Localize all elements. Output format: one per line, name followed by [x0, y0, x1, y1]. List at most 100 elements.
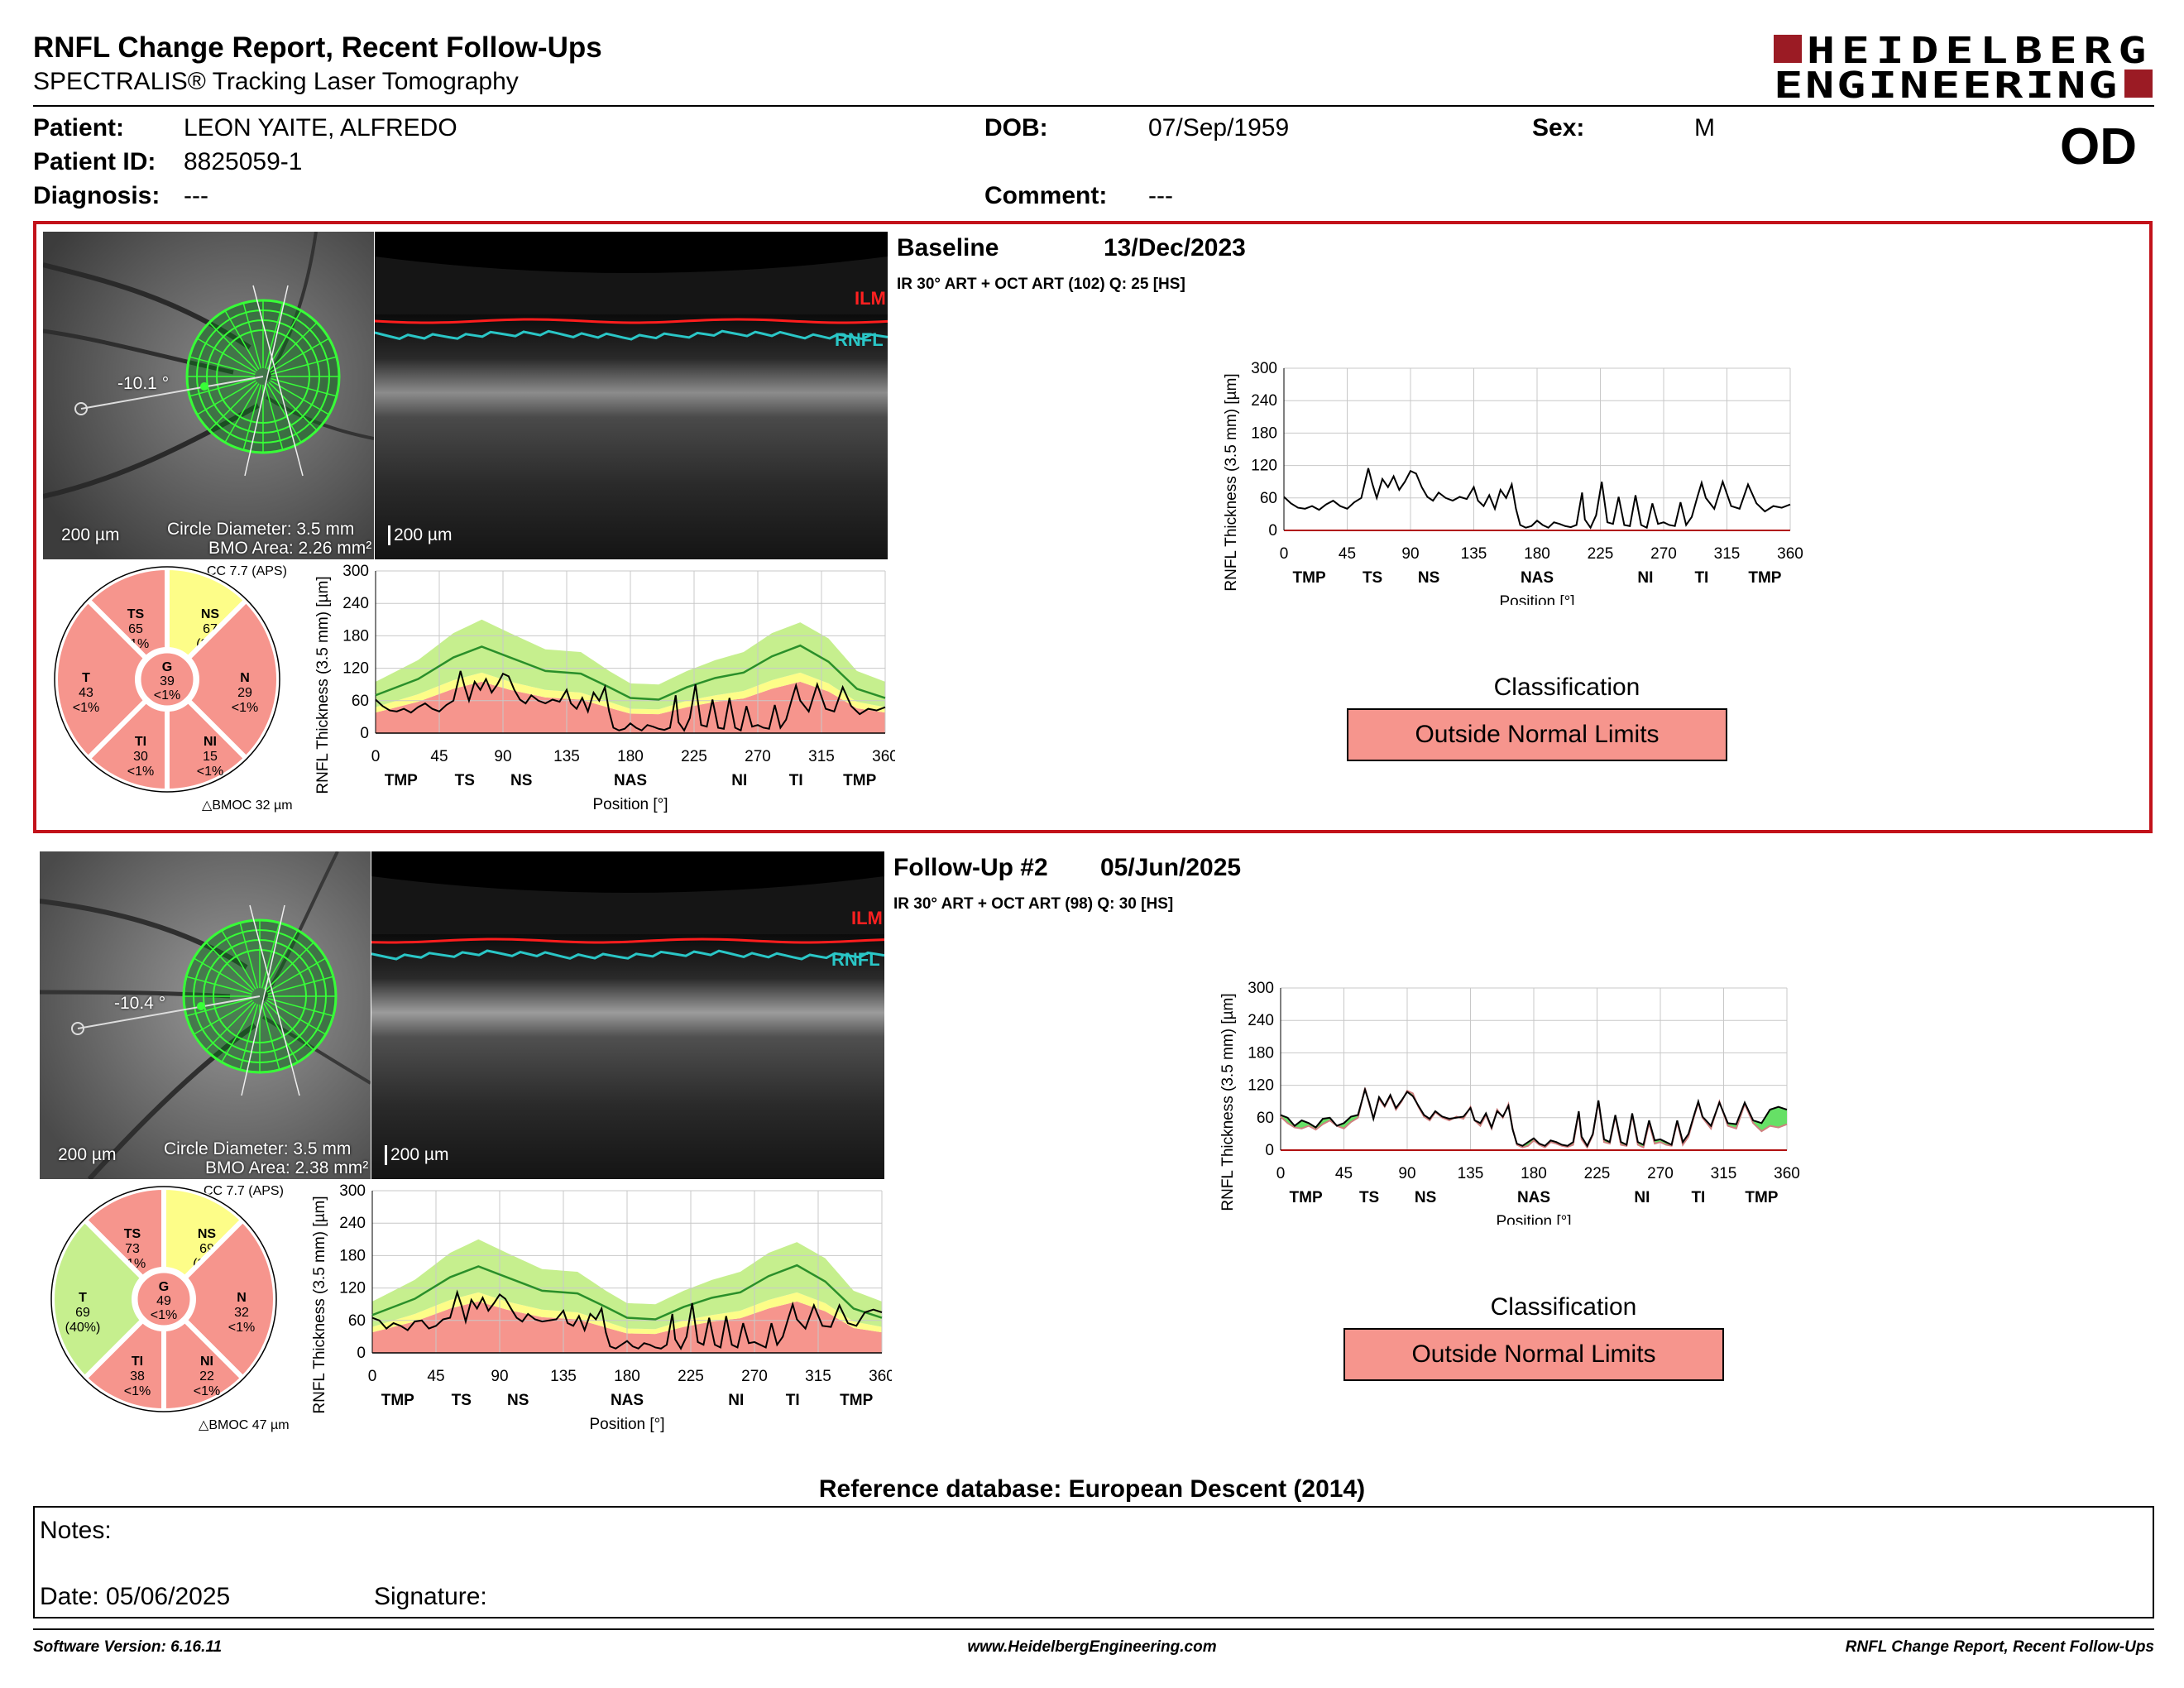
x-tick-label: 90 [1398, 1165, 1415, 1182]
y-tick-label: 0 [360, 725, 369, 742]
sector-name: TI [132, 1355, 143, 1369]
oct-bscan: ILM RNFL 200 µm [371, 851, 884, 1179]
circle-diameter: Circle Diameter: 3.5 mm [164, 1139, 352, 1158]
x-tick-label: 0 [1280, 545, 1289, 563]
sector-tick-label: NI [1634, 1189, 1650, 1206]
y-tick-label: 300 [342, 563, 369, 580]
sector-tick-label: NAS [614, 772, 647, 789]
sector-percentile: <1% [228, 1321, 255, 1335]
report-title: RNFL Change Report, Recent Follow-Ups [33, 31, 602, 64]
sector-value: 15 [203, 750, 218, 764]
fundus-scale: 200 µm [61, 525, 120, 544]
sector-percentile: <1% [73, 701, 99, 715]
x-axis-label: Position [°] [592, 796, 668, 813]
cc-value: CC 7.7 (APS) [204, 1184, 284, 1198]
y-axis-label: RNFL Thickness (3.5 mm) [µm] [311, 1196, 328, 1413]
sector-name: TI [135, 735, 146, 749]
sector-ns [165, 564, 250, 662]
bmo-area: BMO Area: 2.26 mm² [208, 539, 372, 558]
dob-label: DOB: [984, 114, 1048, 141]
bscan-svg [371, 851, 884, 1179]
patient-id-label: Patient ID: [33, 148, 156, 175]
thickness-profile-chart: 0 60 120 180 240 300 0 45 90 135 180 225 270 315 360 TM… [311, 1182, 892, 1433]
patient-label: Patient: [33, 114, 125, 141]
sector-tick-label: NS [1418, 569, 1439, 587]
thickness-series-line [1283, 468, 1791, 530]
x-tick-label: 0 [368, 1368, 377, 1385]
x-tick-label: 360 [1774, 1165, 1800, 1182]
sector-value: 38 [130, 1369, 145, 1383]
report-subtitle: SPECTRALIS® Tracking Laser Tomography [33, 68, 519, 95]
fundus-image: -10.4 ° 200 µm Circle Diameter: 3.5 mm B… [40, 851, 371, 1179]
sector-value: 69 [75, 1306, 90, 1320]
x-tick-label: 225 [1588, 545, 1614, 563]
x-axis-label: Position [°] [1496, 1213, 1571, 1225]
sector-name: T [82, 671, 90, 685]
sector-name: NS [198, 1227, 217, 1241]
sector-tick-label: TS [452, 1392, 472, 1409]
x-tick-label: 315 [805, 1368, 831, 1385]
thickness-series-line [375, 670, 886, 732]
sector-name: TS [124, 1227, 141, 1241]
sector-tick-label: TS [1359, 1189, 1379, 1206]
sex-value: M [1694, 114, 1715, 141]
sector-t [50, 1216, 146, 1382]
sector-name: NI [200, 1355, 213, 1369]
bmoc-value: △BMOC 32 µm [202, 798, 293, 813]
change-profile-chart: 0 60 120 180 240 300 0 45 90 135 180 225 270 315 360 TM… [1223, 360, 1803, 605]
y-tick-label: 180 [339, 1247, 366, 1264]
rnfl-label: RNFL [831, 949, 880, 970]
y-tick-label: 120 [1248, 1077, 1274, 1095]
footer-website: www.HeidelbergEngineering.com [967, 1638, 1217, 1656]
sector-value: 39 [160, 674, 175, 688]
x-tick-label: 270 [1650, 545, 1677, 563]
ilm-label: ILM [855, 288, 886, 309]
bmoc-text: BMOC 32 µm [212, 798, 293, 813]
y-tick-label: 180 [342, 627, 369, 645]
y-tick-label: 240 [339, 1215, 366, 1232]
patient-name: LEON YAITE, ALFREDO [184, 114, 457, 141]
x-tick-label: 135 [553, 748, 580, 765]
heidelberg-logo: HEIDELBERG ENGINEERING [1774, 31, 2153, 101]
sector-ni [165, 697, 250, 794]
sector-chart: TS73<1%NS69(2%)N32<1%NI22<1%TI38<1%T69(4… [50, 1184, 278, 1414]
x-tick-label: 180 [614, 1368, 640, 1385]
rnfl-label: RNFL [835, 329, 884, 350]
x-tick-label: 225 [681, 748, 707, 765]
x-tick-label: 0 [371, 748, 381, 765]
ilm-label: ILM [851, 908, 883, 928]
x-tick-label: 315 [808, 748, 835, 765]
thickness-profile-chart: 0 60 120 180 240 300 0 45 90 135 180 225 270 315 360 TM… [314, 563, 895, 813]
fundus-image: -10.1 ° 200 µm Circle Diameter: 3.5 mm B… [43, 232, 374, 559]
classification-label: Classification [1490, 1293, 1637, 1321]
sector-tick-label: TMP [1748, 569, 1781, 587]
baseline-panel: -10.1 ° 200 µm Circle Diameter: 3.5 mm B… [33, 221, 2153, 833]
sector-tick-label: TS [455, 772, 475, 789]
y-tick-label: 300 [1248, 980, 1274, 997]
y-tick-label: 300 [1251, 360, 1277, 377]
sector-chart: TS65<1%NS67(2%)N29<1%NI15<1%TI30<1%T43<1… [53, 564, 281, 794]
sector-tick-label: NAS [611, 1392, 644, 1409]
x-tick-label: 90 [491, 1368, 508, 1385]
eye-indicator: OD [2060, 118, 2137, 175]
sector-name: TS [127, 607, 145, 621]
y-tick-label: 180 [1251, 424, 1277, 442]
x-tick-label: 45 [427, 1368, 444, 1385]
normative-mean-line [371, 1264, 883, 1321]
y-axis-label: RNFL Thickness (3.5 mm) [µm] [1223, 373, 1240, 591]
x-tick-label: 270 [1647, 1165, 1674, 1182]
x-tick-label: 45 [1339, 545, 1356, 563]
sector-value: 43 [79, 686, 93, 700]
sector-tick-label: NS [1415, 1189, 1436, 1206]
bmo-area: BMO Area: 2.38 mm² [205, 1158, 369, 1177]
x-tick-label: 225 [678, 1368, 704, 1385]
x-tick-label: 180 [617, 748, 644, 765]
y-tick-label: 60 [348, 1312, 366, 1330]
sector-tick-label: TI [1691, 1189, 1705, 1206]
patient-id-value: 8825059-1 [184, 148, 303, 175]
logo-line-1: HEIDELBERG [1807, 31, 2153, 72]
sector-percentile: <1% [151, 1308, 177, 1322]
sector-name: NS [201, 607, 220, 621]
sector-value: 30 [133, 750, 148, 764]
sector-value: 73 [125, 1242, 140, 1256]
